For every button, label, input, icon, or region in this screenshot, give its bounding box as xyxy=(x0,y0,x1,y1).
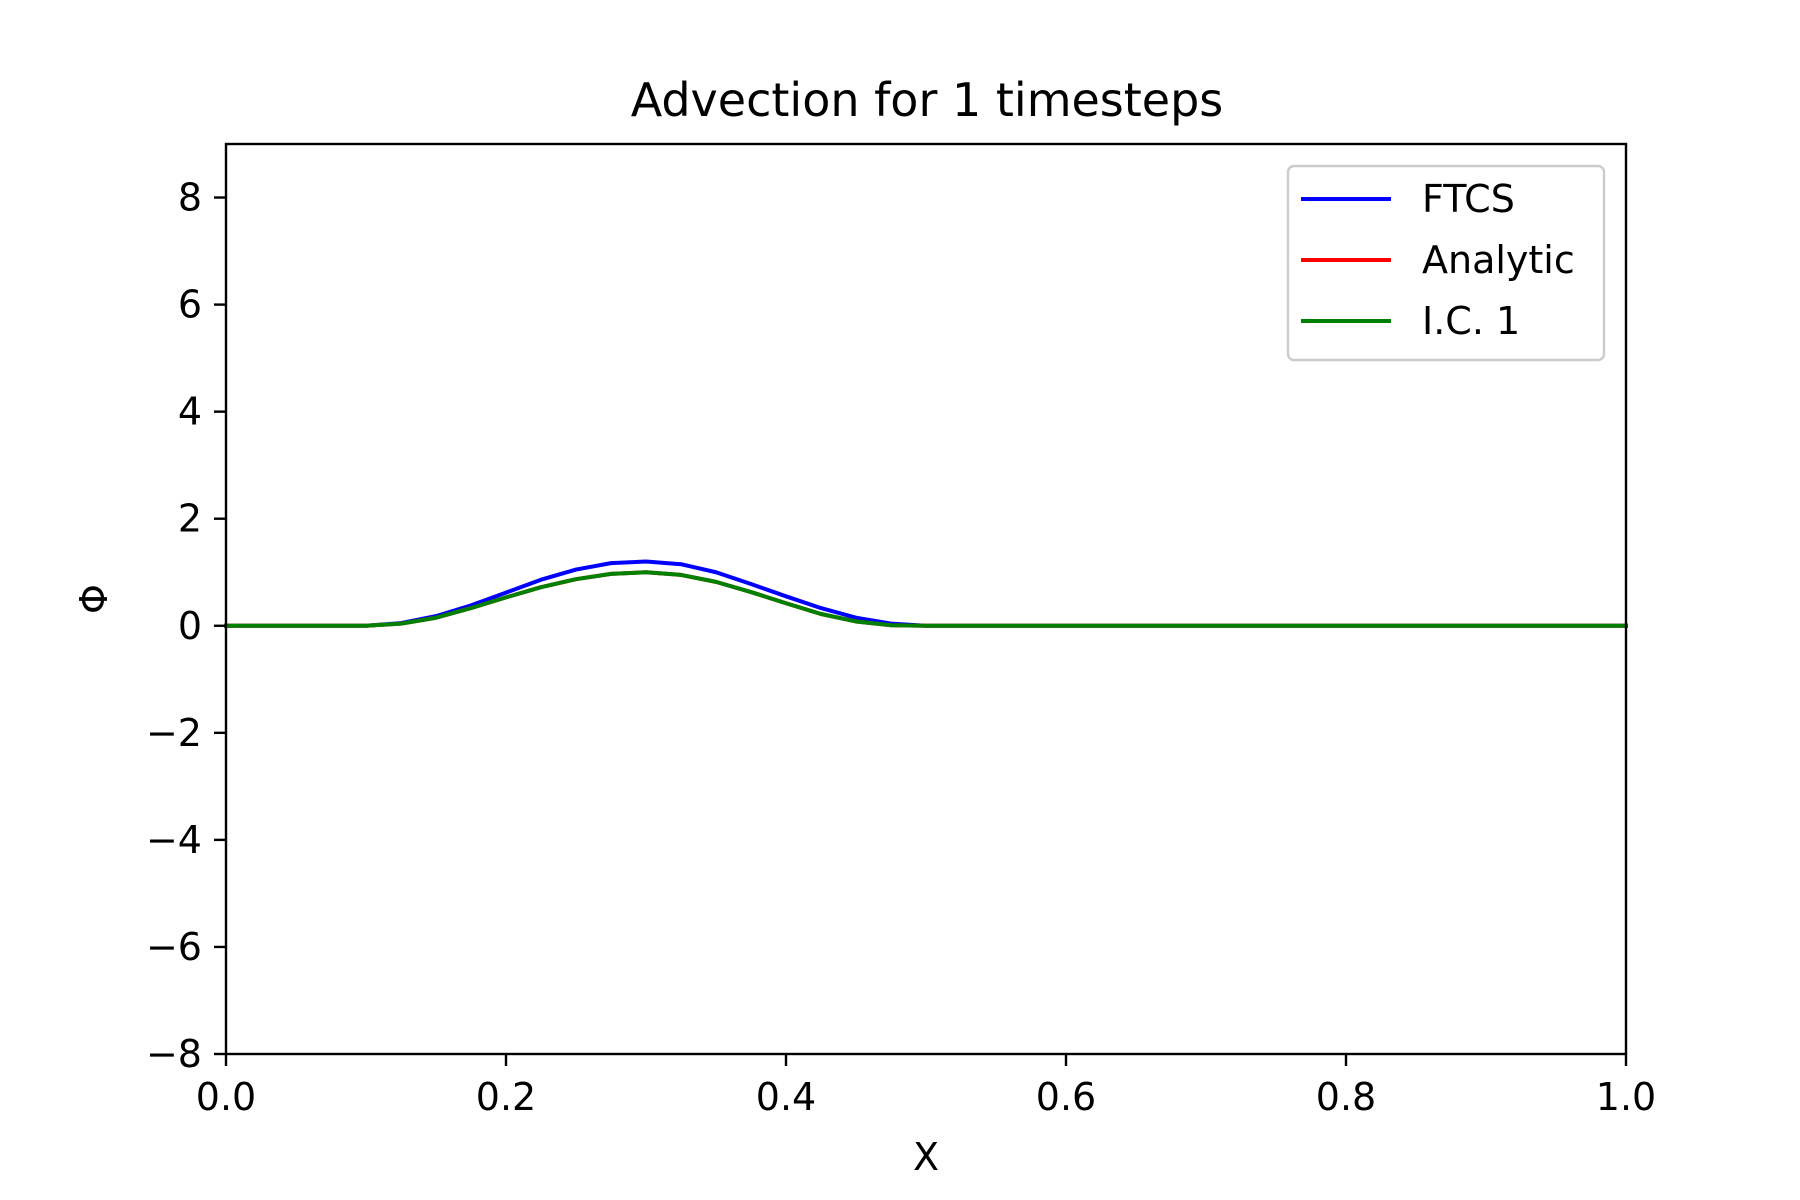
chart-title: Advection for 1 timesteps xyxy=(631,73,1224,127)
x-tick-label: 0.4 xyxy=(756,1075,816,1119)
y-tick-label: −4 xyxy=(146,818,202,862)
y-tick-label: −8 xyxy=(146,1032,202,1076)
y-axis: −8 −6 −4 −2 0 2 4 6 8 xyxy=(146,176,226,1076)
x-axis-label: X xyxy=(913,1135,939,1179)
legend-label-i-c-1: I.C. 1 xyxy=(1422,299,1520,343)
y-tick-label: 6 xyxy=(178,283,202,327)
y-tick-label: 4 xyxy=(178,390,202,434)
legend-frame xyxy=(1286,164,1606,362)
y-tick-label: 8 xyxy=(178,176,202,220)
y-tick-label: 2 xyxy=(178,497,202,541)
x-tick-label: 0.8 xyxy=(1316,1075,1376,1119)
y-tick-label: −6 xyxy=(146,925,202,969)
plot-frame xyxy=(224,142,1628,1056)
y-tick-label: −2 xyxy=(146,711,202,755)
x-tick-label: 0.0 xyxy=(196,1075,256,1119)
x-tick-label: 1.0 xyxy=(1596,1075,1656,1119)
legend-items: FTCS Analytic I.C. 1 xyxy=(1301,177,1575,343)
x-axis: 0.0 0.2 0.4 0.6 0.8 1.0 xyxy=(196,1054,1656,1119)
y-axis-label: Φ xyxy=(72,584,116,614)
x-tick-label: 0.2 xyxy=(476,1075,536,1119)
series-line-i-c-1 xyxy=(224,570,1628,628)
x-tick-label: 0.6 xyxy=(1036,1075,1096,1119)
legend-label-ftcs: FTCS xyxy=(1422,177,1515,221)
legend: FTCS Analytic I.C. 1 xyxy=(1286,164,1606,362)
series-layer xyxy=(224,559,1628,628)
legend-label-analytic: Analytic xyxy=(1422,238,1575,282)
y-tick-label: 0 xyxy=(178,604,202,648)
